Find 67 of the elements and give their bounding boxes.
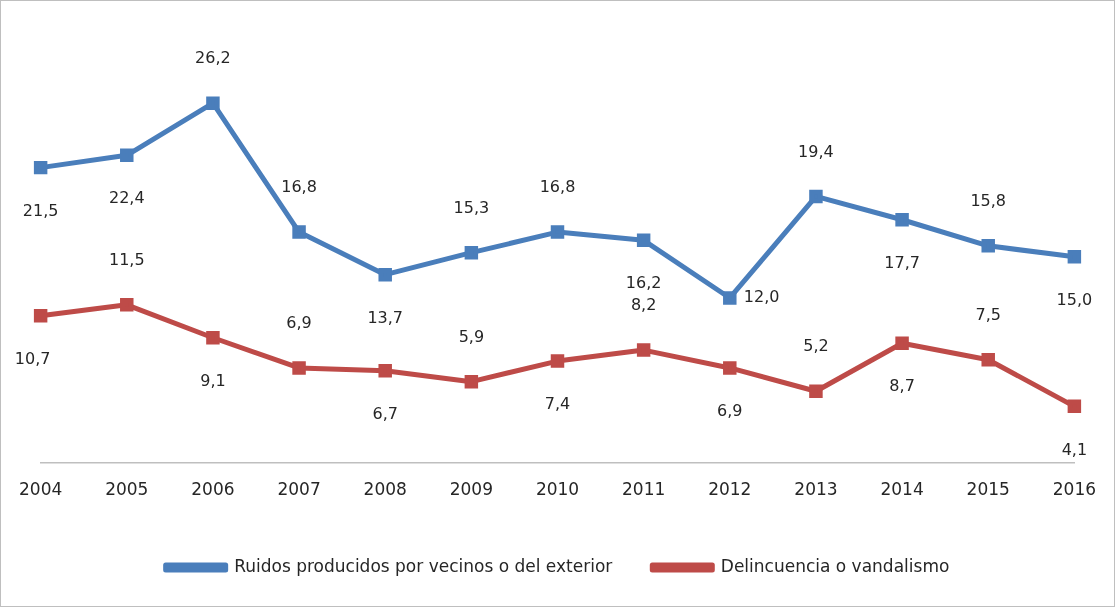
data-label: 8,7 (889, 376, 915, 396)
data-label: 15,0 (1056, 289, 1093, 309)
point (550, 225, 565, 239)
point (981, 352, 995, 367)
point (550, 354, 565, 368)
data-label: 16,8 (539, 177, 576, 197)
point (1067, 399, 1082, 414)
point (809, 384, 823, 398)
x-tick-label: 2013 (794, 479, 838, 500)
data-label: 6,9 (286, 313, 312, 333)
point (120, 148, 134, 163)
point (723, 291, 737, 305)
x-tick-label: 2011 (622, 479, 666, 500)
point (120, 298, 134, 312)
data-label: 10,7 (14, 348, 51, 368)
data-label: 4,1 (1061, 439, 1088, 459)
point (378, 267, 392, 282)
point (464, 374, 479, 389)
data-label: 16,2 (625, 273, 662, 293)
point (723, 361, 737, 375)
data-label: 26,2 (195, 48, 231, 68)
point (895, 336, 909, 350)
data-label: 6,7 (372, 403, 398, 423)
point (636, 233, 651, 248)
legend-label: Ruidos producidos por vecinos o del exterior (234, 555, 613, 576)
x-tick-label: 2007 (277, 479, 321, 500)
x-tick-label: 2006 (191, 479, 235, 500)
x-tick-label: 2014 (880, 479, 924, 500)
x-tick-label: 2012 (708, 479, 752, 500)
data-label: 8,2 (630, 295, 657, 315)
x-tick-label: 2004 (19, 479, 63, 500)
data-label: 7,4 (544, 394, 571, 414)
point (33, 160, 48, 175)
legend-label: Delincuencia o vandalismo (720, 555, 950, 576)
x-tick-label: 2010 (535, 479, 580, 500)
point (206, 96, 220, 110)
data-label: 5,2 (803, 336, 829, 356)
point (636, 343, 651, 357)
point (292, 225, 306, 239)
point (895, 213, 909, 227)
x-tick-label: 2016 (1052, 479, 1096, 500)
data-label: 12,0 (743, 287, 780, 307)
data-label: 16,8 (281, 177, 317, 197)
data-label: 19,4 (798, 141, 834, 161)
data-label: 17,7 (884, 252, 920, 272)
point (464, 245, 479, 260)
point (33, 309, 48, 323)
point (981, 239, 995, 253)
point (206, 331, 220, 345)
data-label: 15,8 (970, 190, 1007, 210)
data-label: 15,3 (453, 197, 490, 217)
point (292, 361, 306, 375)
data-label: 5,9 (458, 326, 485, 346)
data-label: 22,4 (108, 188, 145, 208)
point (378, 363, 392, 378)
point (1067, 250, 1082, 264)
x-tick-label: 2015 (966, 479, 1010, 500)
data-label: 11,5 (108, 249, 145, 269)
x-tick-label: 2009 (449, 479, 493, 500)
data-label: 7,5 (975, 304, 1001, 324)
x-tick-label: 2005 (105, 479, 149, 500)
x-tick-label: 2008 (363, 479, 407, 500)
data-label: 13,7 (367, 307, 404, 327)
data-label: 6,9 (717, 401, 743, 421)
data-label: 9,1 (200, 370, 226, 390)
point (809, 189, 823, 204)
data-label: 21,5 (22, 200, 59, 220)
